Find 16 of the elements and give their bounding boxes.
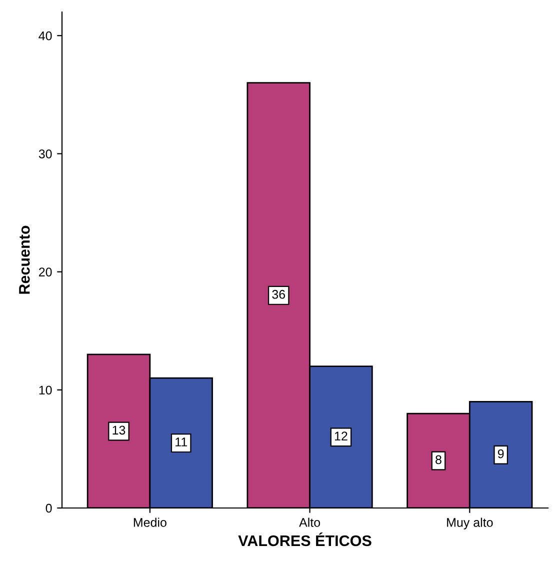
y-tick-label: 20: [39, 268, 52, 276]
x-tick-label: Alto: [299, 518, 320, 527]
data-label: 36: [272, 290, 286, 299]
y-axis-title: Recuento: [19, 226, 30, 294]
x-tick-label: Muy alto: [447, 518, 493, 530]
data-label: 12: [334, 432, 348, 440]
y-tick-label: 30: [38, 150, 52, 158]
x-axis-title: VALORES ÉTICOS: [238, 532, 372, 546]
y-tick-label: 40: [38, 31, 52, 40]
data-label: 9: [498, 449, 504, 458]
data-label: 11: [176, 438, 187, 446]
x-tick-label: Medio: [134, 518, 166, 527]
data-label: 13: [112, 426, 126, 435]
data-label: 8: [436, 455, 442, 464]
y-tick-label: 0: [46, 504, 52, 513]
y-tick-label: 10: [39, 386, 52, 395]
